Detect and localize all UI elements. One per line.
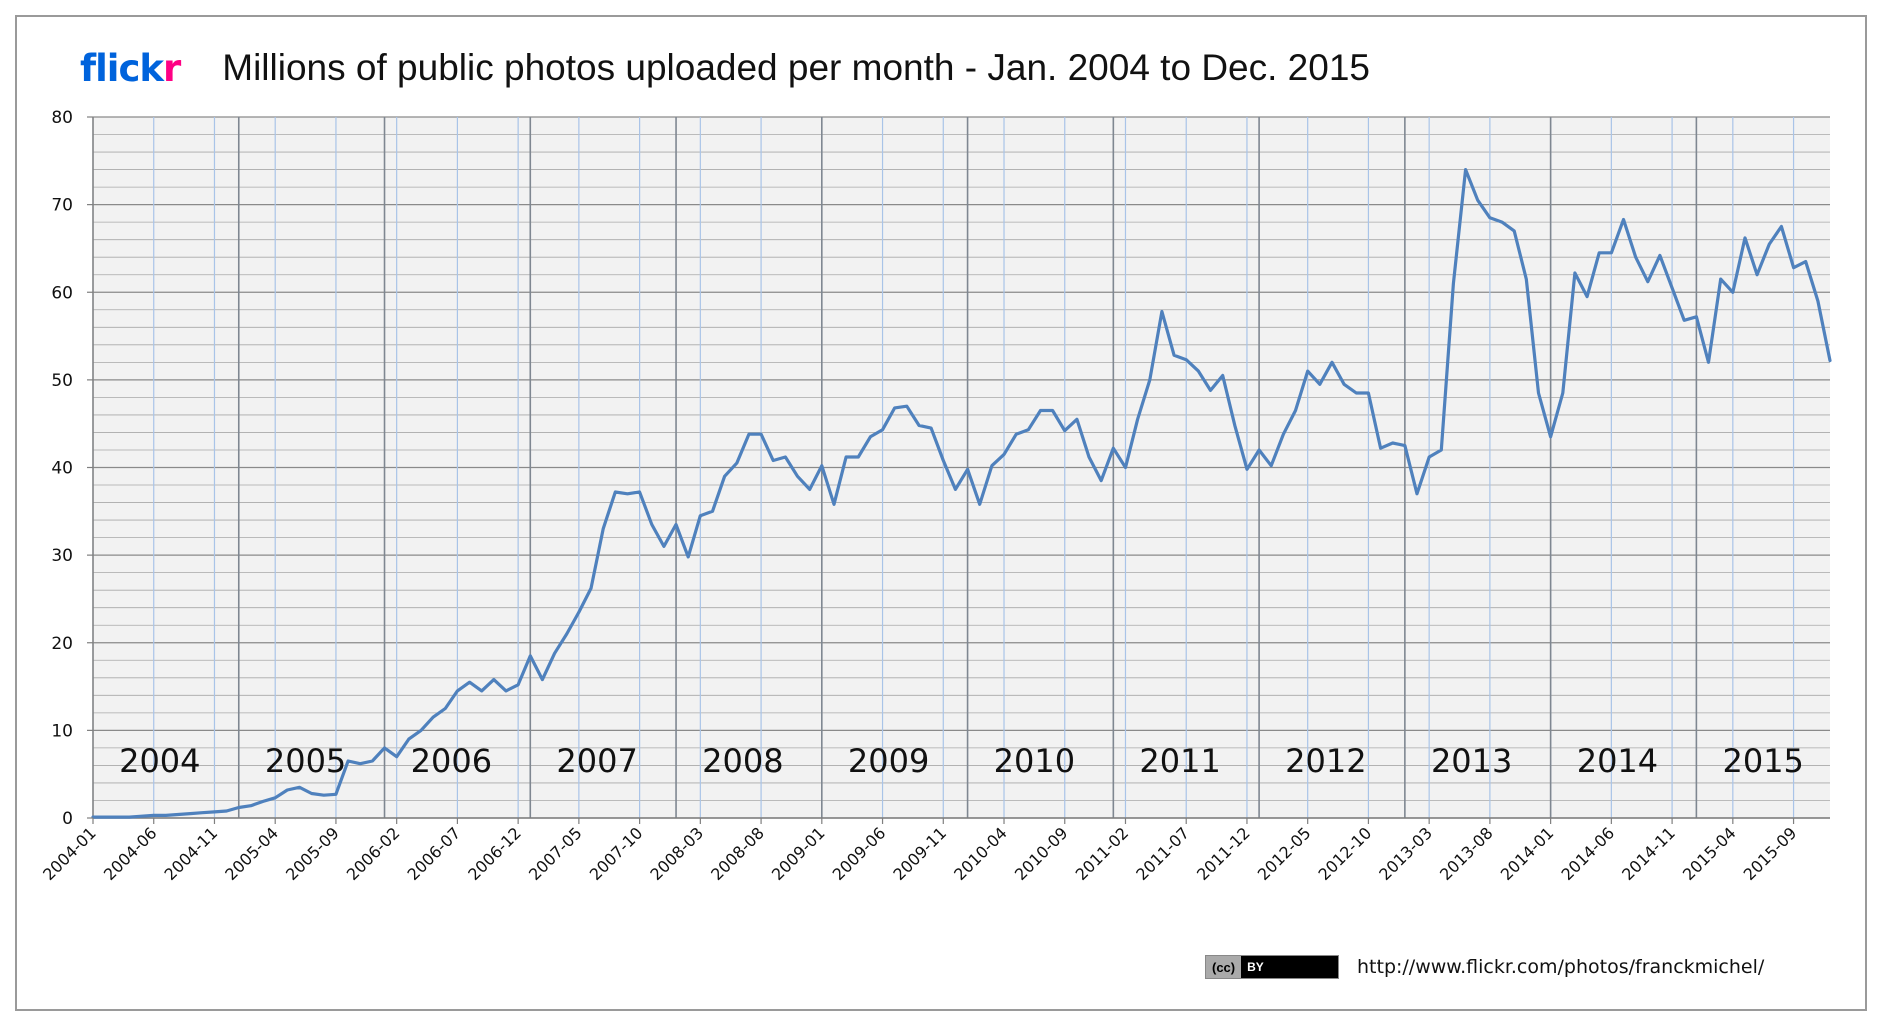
x-tick-label: 2006-07 — [404, 823, 465, 884]
x-tick-label: 2011-07 — [1132, 823, 1193, 884]
x-tick-label: 2010-04 — [950, 823, 1011, 884]
x-tick-label: 2012-10 — [1315, 823, 1376, 884]
x-tick-label: 2009-01 — [768, 823, 829, 884]
x-tick-label: 2006-02 — [343, 823, 404, 884]
x-tick-label: 2008-08 — [707, 823, 768, 884]
y-tick-label: 10 — [51, 721, 73, 741]
x-tick-label: 2004-11 — [161, 823, 222, 884]
x-tick-label: 2015-09 — [1740, 823, 1801, 884]
y-tick-label: 40 — [51, 459, 73, 479]
x-tick-label: 2009-06 — [829, 823, 890, 884]
x-tick-label: 2013-03 — [1375, 823, 1436, 884]
year-label: 2008 — [702, 742, 783, 780]
chart-header: flickr Millions of public photos uploade… — [80, 38, 1370, 98]
year-label: 2011 — [1139, 742, 1220, 780]
series — [91, 168, 1832, 819]
year-label: 2014 — [1577, 742, 1658, 780]
x-tick-label: 2007-10 — [586, 823, 647, 884]
series-line — [91, 168, 1832, 819]
x-axis-ticks: 2004-01 2004-06 2004-11 2005-04 2005-09 2006-… — [39, 818, 1800, 884]
x-tick-label: 2006-12 — [464, 823, 525, 884]
y-tick-label: 50 — [51, 371, 73, 391]
year-label: 2013 — [1431, 742, 1512, 780]
year-label: 2012 — [1285, 742, 1366, 780]
source-url-link[interactable]: http://www.flickr.com/photos/franckmiche… — [1357, 956, 1765, 978]
year-label: 2015 — [1722, 742, 1803, 780]
y-tick-label: 30 — [51, 546, 73, 566]
x-tick-label: 2011-02 — [1072, 823, 1133, 884]
x-tick-label: 2014-01 — [1497, 823, 1558, 884]
year-label: 2007 — [556, 742, 637, 780]
x-tick-label: 2005-09 — [282, 823, 343, 884]
grid — [92, 116, 1830, 819]
cc-badge-right: BY — [1247, 960, 1264, 974]
cc-by-badge[interactable]: (cc) BY — [1205, 955, 1339, 979]
x-tick-label: 2010-09 — [1011, 823, 1072, 884]
y-tick-label: 0 — [62, 809, 73, 829]
x-tick-label: 2005-04 — [221, 823, 282, 884]
flickr-logo: flickr — [80, 46, 181, 90]
x-tick-label: 2009-11 — [889, 823, 950, 884]
x-tick-label: 2012-05 — [1254, 823, 1315, 884]
logo-text-main: flick — [80, 46, 164, 90]
x-tick-label: 2004-01 — [39, 823, 100, 884]
x-tick-label: 2004-06 — [100, 823, 161, 884]
x-tick-label: 2015-04 — [1679, 823, 1740, 884]
x-tick-label: 2013-08 — [1436, 823, 1497, 884]
x-tick-label: 2007-05 — [525, 823, 586, 884]
y-tick-label: 70 — [51, 196, 73, 216]
chart-title: Millions of public photos uploaded per m… — [222, 47, 1370, 88]
year-labels: 2004 2005 2006 2007 2008 2009 2010 2011 2012 2013… — [119, 742, 1804, 780]
x-tick-label: 2008-03 — [646, 823, 707, 884]
year-label: 2004 — [119, 742, 200, 780]
logo-text-accent: r — [163, 46, 181, 90]
y-tick-label: 80 — [51, 108, 73, 128]
year-label: 2010 — [994, 742, 1075, 780]
x-tick-label: 2014-06 — [1557, 823, 1618, 884]
cc-badge-left: (cc) — [1206, 956, 1242, 978]
x-tick-label: 2014-11 — [1618, 823, 1679, 884]
license-footer: (cc) BY http://www.flickr.com/photos/fra… — [1205, 955, 1764, 979]
x-tick-label: 2011-12 — [1193, 823, 1254, 884]
year-label: 2006 — [411, 742, 492, 780]
year-label: 2009 — [848, 742, 929, 780]
year-label: 2005 — [265, 742, 346, 780]
y-axis-ticks: 0 10 20 30 40 50 60 70 80 — [51, 108, 93, 829]
y-tick-label: 60 — [51, 283, 73, 303]
y-tick-label: 20 — [51, 634, 73, 654]
